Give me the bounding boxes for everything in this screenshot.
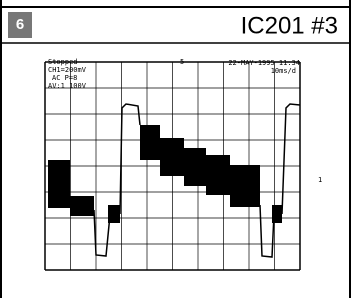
- noise-band: [140, 125, 160, 160]
- noise-band: [48, 160, 70, 208]
- scope-timebase: 10ms/d: [271, 67, 296, 75]
- scope-channel: CH1=200mV: [48, 66, 87, 74]
- noise-band: [230, 165, 260, 207]
- channel-marker: 1: [318, 176, 322, 184]
- scope-date: 22-MAY-1995 11:34: [228, 59, 300, 67]
- noise-band: [160, 138, 184, 176]
- scope-average: AV:1 100V: [48, 82, 87, 90]
- scope-coupling: AC P=8: [52, 74, 77, 82]
- figure: 6 IC201 #3 Stopped CH1=200mV AC P=8 AV:1…: [0, 0, 351, 298]
- waveform: [48, 104, 300, 257]
- noise-band: [70, 196, 94, 216]
- noise-band: [184, 148, 206, 186]
- trigger-marker: 5: [180, 58, 184, 66]
- scope-status: Stopped: [48, 58, 78, 66]
- figure-title: IC201 #3: [241, 12, 338, 39]
- noise-band: [206, 155, 230, 195]
- figure-number: 6: [16, 16, 24, 33]
- page: 6 IC201 #3 Stopped CH1=200mV AC P=8 AV:1…: [0, 0, 351, 298]
